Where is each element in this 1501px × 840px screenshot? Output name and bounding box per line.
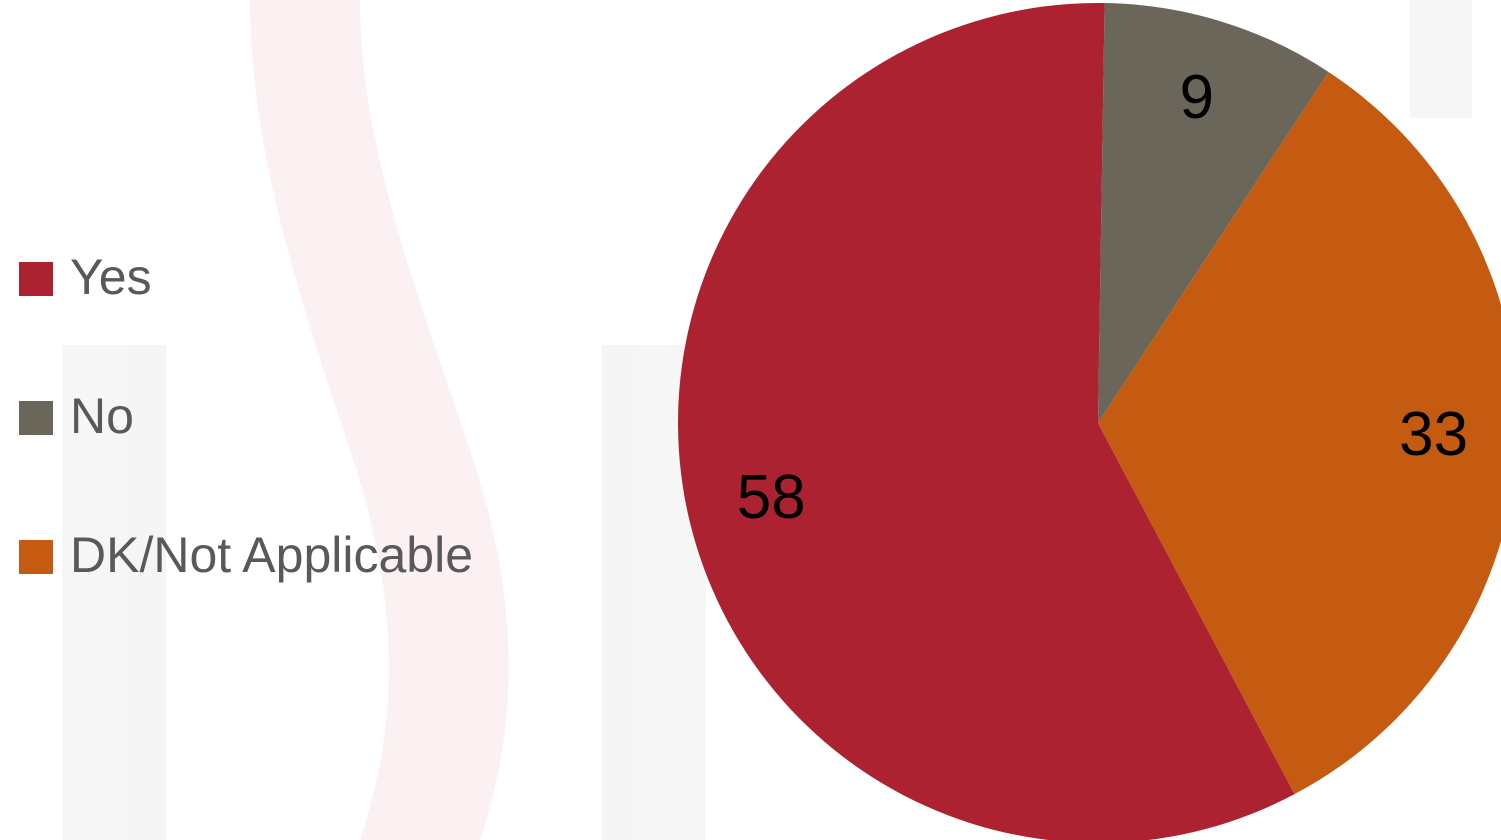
legend-swatch [19, 540, 53, 574]
legend-label: No [70, 388, 134, 444]
legend-swatch [19, 401, 53, 435]
pie-slice [1098, 71, 1501, 795]
watermark-curve [250, 0, 509, 840]
watermark-bar [62, 345, 166, 840]
legend: Yes No DK/Not Applicable [19, 249, 473, 583]
pie-slice [678, 3, 1295, 840]
pie-slice [1098, 3, 1329, 423]
legend-swatch [19, 262, 53, 296]
legend-label: Yes [70, 249, 152, 305]
slice-label: 33 [1399, 400, 1468, 469]
slice-label: 58 [737, 463, 806, 532]
legend-label: DK/Not Applicable [70, 527, 473, 583]
slice-label: 9 [1180, 63, 1214, 132]
watermark-bar [1410, 0, 1472, 118]
pie: 58 9 33 [678, 3, 1501, 840]
